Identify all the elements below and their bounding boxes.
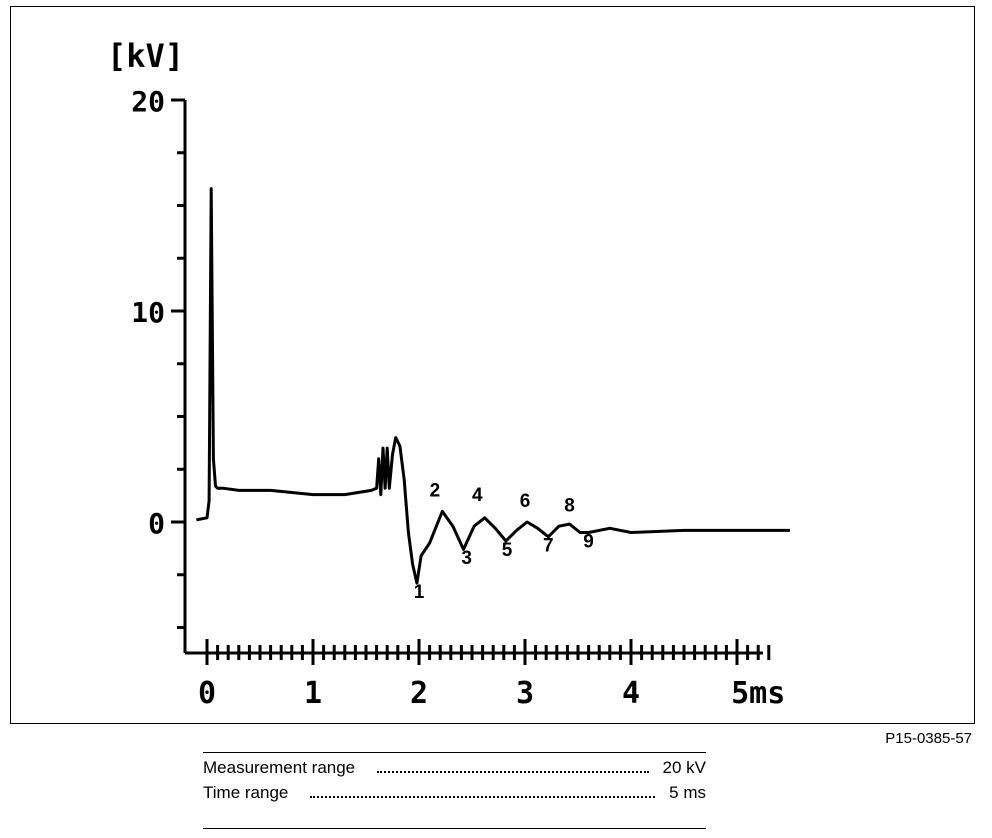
settings-value: 5 ms	[669, 783, 706, 802]
peak-label: 5	[502, 540, 513, 561]
figure-id: P15-0385-57	[885, 730, 972, 747]
x-tick-label: 2	[410, 676, 428, 711]
settings-top-rule	[203, 752, 706, 753]
settings-bottom-rule	[203, 828, 706, 829]
y-tick-label: 10	[131, 296, 165, 329]
peak-label: 6	[520, 491, 531, 512]
x-tick-label: 1	[304, 676, 322, 711]
y-tick-label: 0	[148, 507, 165, 540]
settings-label: Time range	[203, 783, 289, 802]
chart-plot: 0 10 20 0 1 2 3 4 5ms [kV] 1 2 3 4 5 6 789	[107, 37, 790, 711]
chart-frame: 0 10 20 0 1 2 3 4 5ms [kV] 1 2 3 4 5 6 7 8 9	[10, 6, 975, 724]
settings-value: 20 kV	[662, 758, 706, 777]
peak-label: 1	[414, 582, 425, 603]
settings-row: Time range 5 ms	[203, 783, 706, 808]
leader-dots	[377, 771, 649, 773]
y-tick-label: 20	[131, 85, 165, 118]
y-axis-label: [kV]	[107, 37, 184, 75]
peak-label: 2	[430, 481, 441, 502]
x-tick-label: 3	[516, 676, 534, 711]
peak-label: 9	[583, 531, 594, 552]
peak-label: 4	[472, 485, 483, 506]
peak-label: 3	[461, 548, 472, 569]
peak-label: 8	[564, 495, 575, 516]
settings-label: Measurement range	[203, 758, 356, 777]
x-tick-label: 4	[622, 676, 640, 711]
x-tick-label: 0	[198, 676, 216, 711]
leader-dots	[310, 796, 656, 798]
settings-row: Measurement range 20 kV	[203, 758, 706, 783]
settings-table: Measurement range 20 kV Time range 5 ms	[203, 758, 706, 808]
series-line	[196, 187, 790, 585]
x-tick-label: 5ms	[731, 676, 785, 711]
peak-label: 7	[543, 536, 554, 557]
